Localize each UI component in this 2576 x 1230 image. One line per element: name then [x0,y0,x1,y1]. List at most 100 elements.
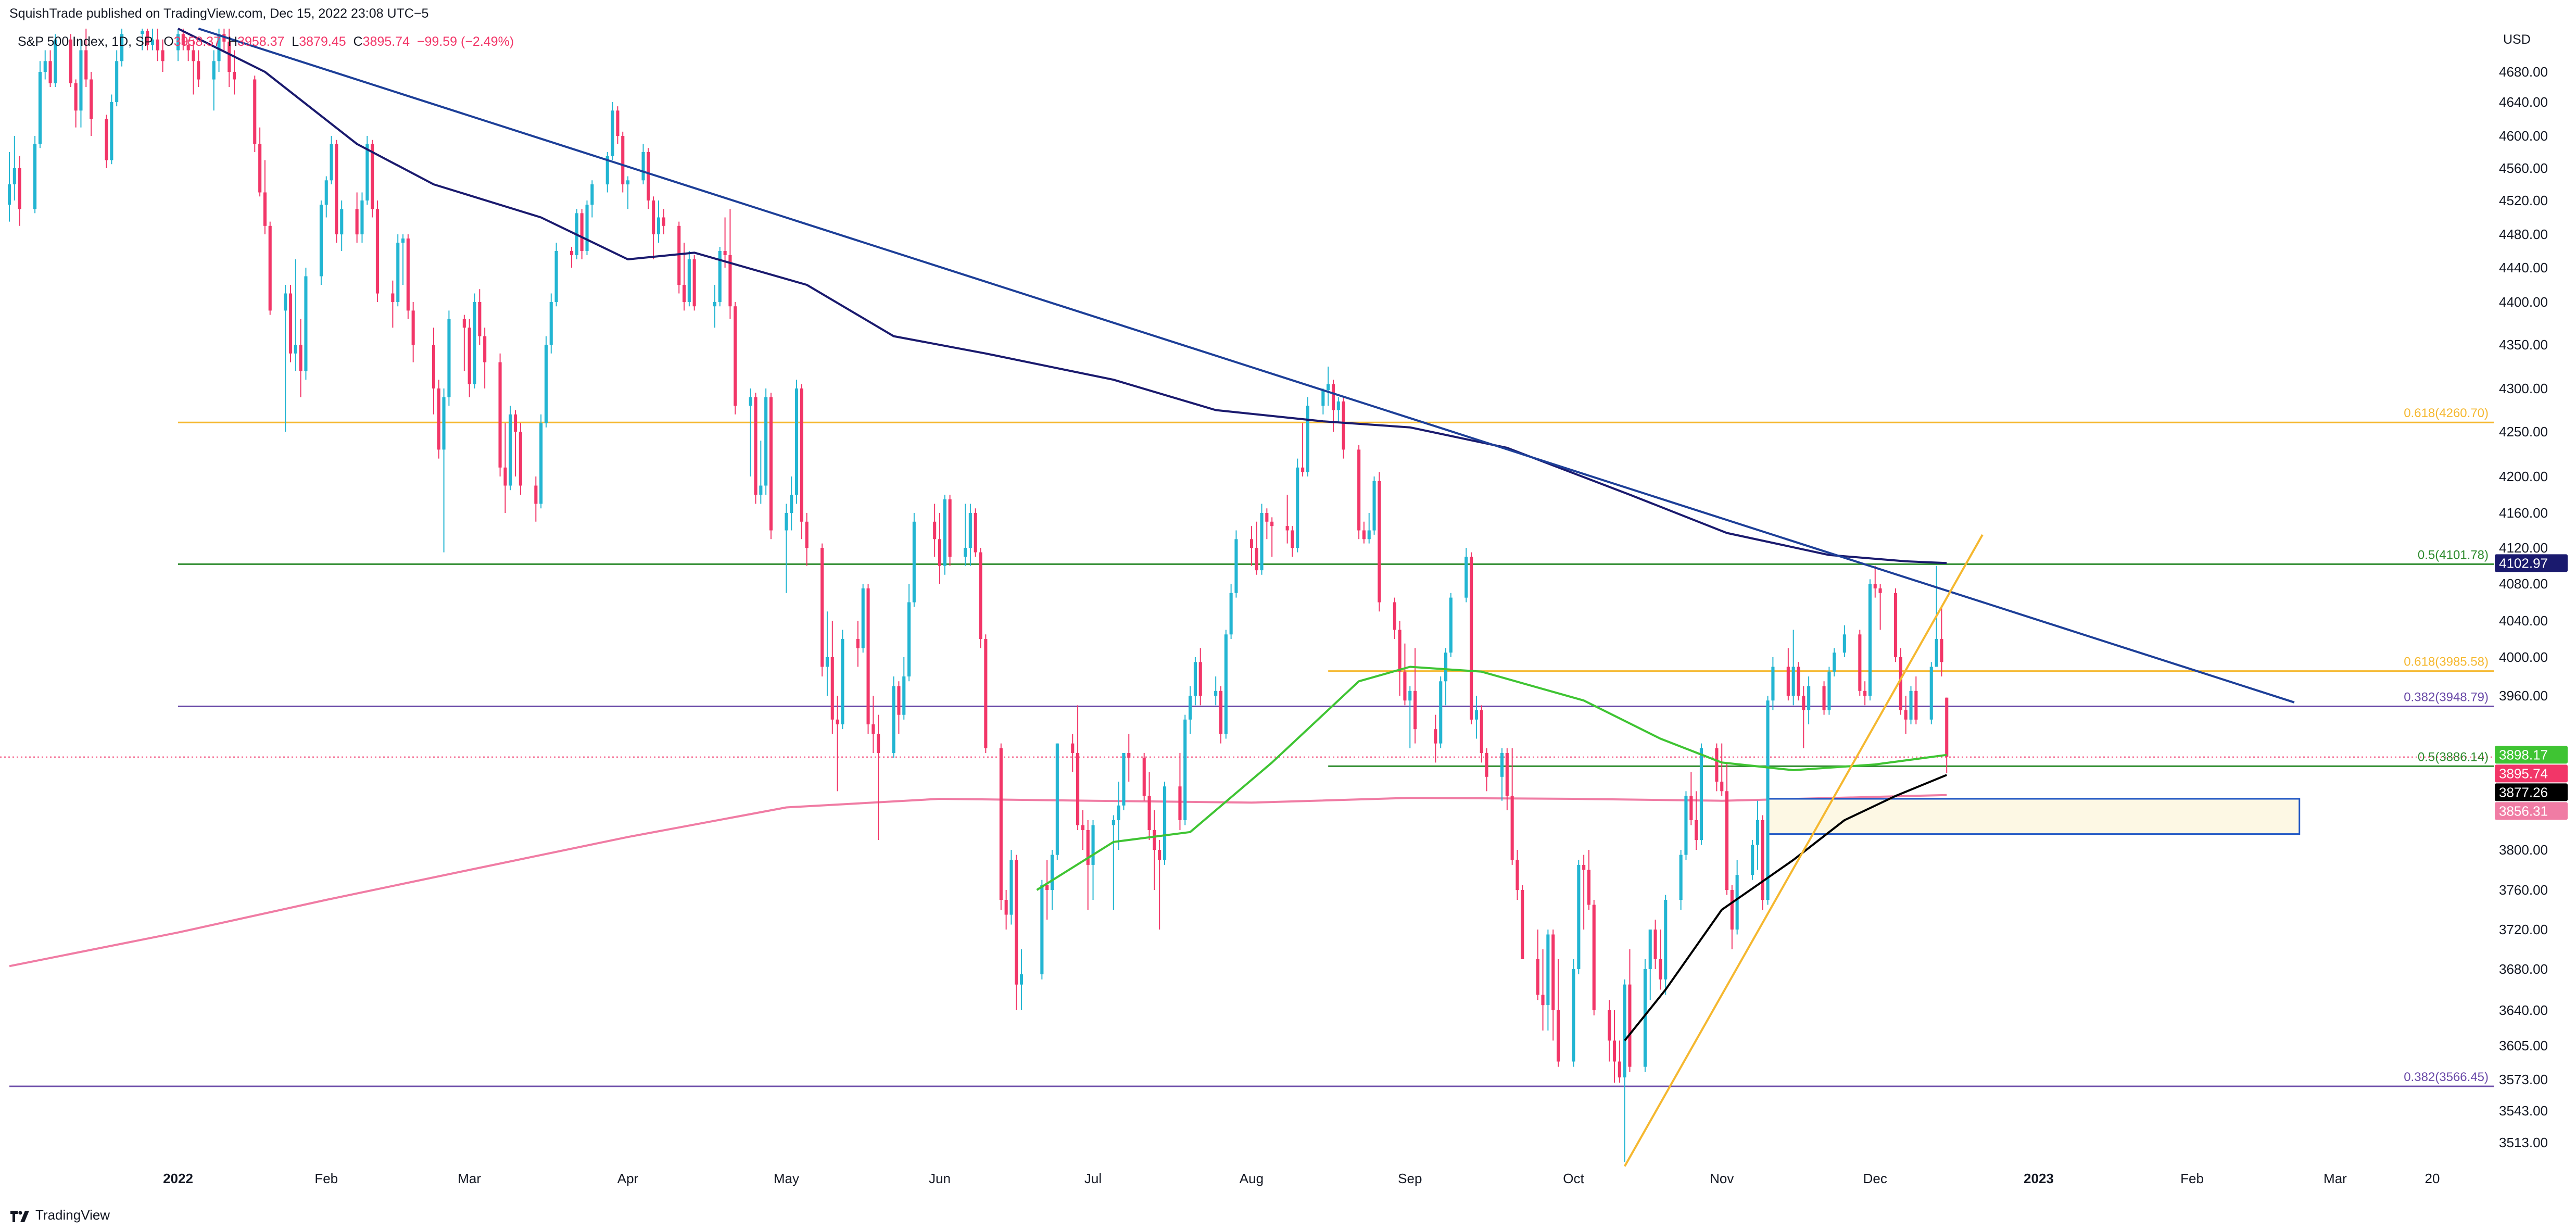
candle [483,328,487,388]
candle-body [110,102,113,160]
candle-body [1214,691,1218,696]
candle [1541,949,1545,1031]
candle-body [790,495,793,513]
candle-body [1822,686,1826,710]
candle-body [800,388,803,522]
candle [1342,397,1345,459]
candle-body [150,39,154,45]
candle-body [1342,401,1345,450]
candle-body [1715,748,1719,782]
candle [79,39,83,128]
candle [1081,810,1084,850]
candle [1807,676,1811,724]
symbol-legend[interactable]: S&P 500 Index, 1D, SP O3958.37 H3958.37 … [18,34,514,49]
candle-body [1541,995,1545,1006]
candle-body [1296,467,1299,548]
candle-body [1689,796,1693,820]
candle-body [289,293,293,354]
candle [186,39,190,61]
candle [1112,815,1115,910]
candle [605,152,609,193]
candle-body [1378,481,1381,603]
candle-body [1285,526,1289,531]
candle-body [1505,753,1509,796]
candle-body [268,225,272,311]
candle [1362,521,1366,544]
candle-body [442,397,446,450]
candle [902,657,906,720]
candle-body [1899,657,1902,710]
ma-black-line [1624,774,1947,1041]
y-tick-label: 3680.00 [2499,961,2548,977]
y-tick-label: 4160.00 [2499,505,2548,521]
y-tick-label: 4300.00 [2499,381,2548,396]
y-tick-label: 3960.00 [2499,688,2548,704]
candle [1695,791,1698,850]
candle [498,353,502,476]
candle-body [1725,791,1729,890]
candle-body [1909,691,1913,720]
candle [652,196,655,259]
candle-body [233,72,236,80]
candle-body [365,144,369,200]
candle [284,285,287,432]
brand-footer[interactable]: TradingView [10,1207,110,1223]
candle [330,136,333,184]
candle [519,423,522,495]
candle-body [391,293,395,302]
candle-body [1055,743,1059,855]
candle-body [1485,753,1488,777]
candle [1009,850,1013,925]
candle-body [1142,758,1146,796]
y-tick-label: 4250.00 [2499,424,2548,440]
x-tick-label: Aug [1240,1171,1264,1186]
candle [723,217,727,268]
candle-body [1193,662,1197,696]
price-tag-bg [2495,802,2568,820]
candle [692,255,696,311]
candle [105,115,108,168]
candle-body [1260,513,1264,571]
y-tick-label: 4560.00 [2499,160,2548,176]
candle-body [1198,662,1202,696]
candle [1623,979,1626,1162]
candle [1403,643,1407,706]
x-tick-label: May [774,1171,799,1186]
candle-body [1510,796,1514,860]
candle [38,61,42,148]
candle-body [1827,671,1831,710]
candle [1020,949,1024,1010]
trendline-downtrend [198,28,2295,704]
candle-body [1004,900,1008,915]
candle-body [1551,934,1555,1010]
price-tag-label: 3877.26 [2499,784,2548,800]
candle [294,259,297,371]
candle-body [544,345,548,423]
candle [734,302,737,415]
candle [1449,593,1453,657]
candle [1474,696,1478,739]
candle-body [1336,401,1340,410]
price-tag-label: 4102.97 [2499,555,2548,571]
candle-body [84,50,88,80]
candle-body [258,144,262,193]
candle [212,50,216,111]
candle [1505,748,1509,810]
candle [396,234,400,307]
candle-body [294,345,297,354]
candle-body [509,414,512,486]
candle [933,504,937,557]
candle-body [626,180,630,185]
x-tick-label: Sep [1398,1171,1422,1186]
candle-body [105,119,108,160]
fib-level-label: 0.618(3985.58) [2404,655,2489,669]
candle-body [1127,753,1131,758]
candle [1229,584,1233,639]
price-tag: 3877.26 [2495,783,2568,801]
candle [549,293,553,354]
candle-body [1444,652,1448,682]
price-tag-label: 3898.17 [2499,747,2548,762]
candle-body [662,217,665,226]
candle-body [324,180,328,205]
